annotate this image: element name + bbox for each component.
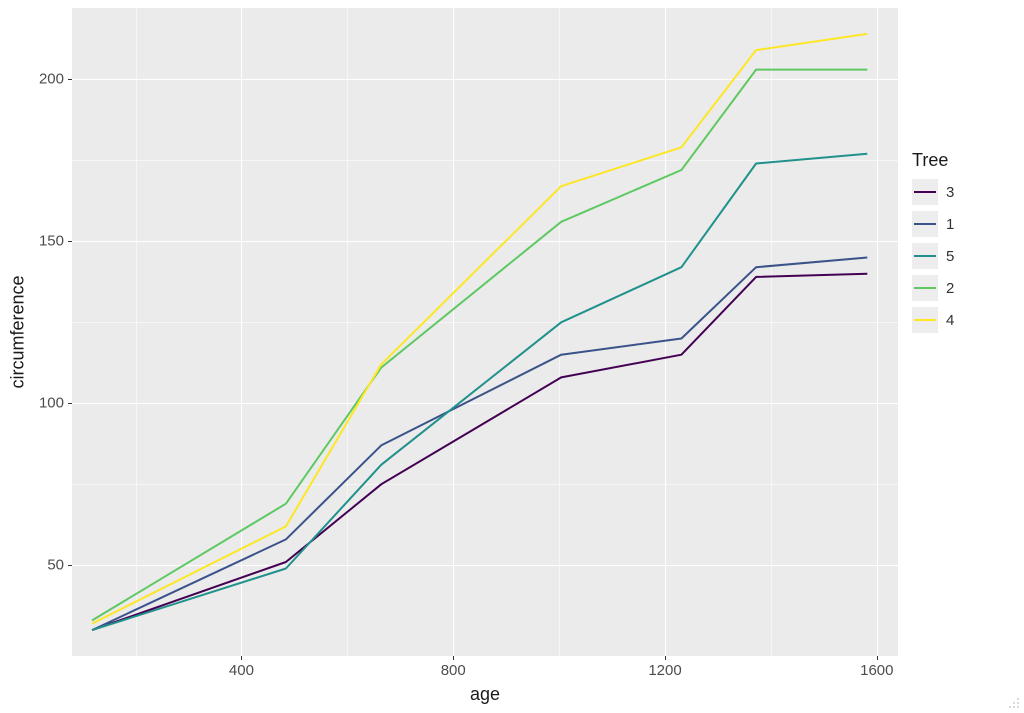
- y-tick-mark: [68, 565, 72, 566]
- y-tick-label: 50: [32, 557, 64, 574]
- legend-item: 2: [912, 275, 954, 301]
- legend-label: 2: [946, 280, 954, 297]
- legend-label: 5: [946, 248, 954, 265]
- y-tick-label: 150: [32, 233, 64, 250]
- x-tick-label: 800: [441, 662, 466, 679]
- x-axis-title: age: [470, 684, 500, 705]
- legend-title: Tree: [912, 150, 954, 171]
- legend-item: 3: [912, 179, 954, 205]
- series-line-5: [92, 154, 867, 630]
- x-tick-label: 1600: [860, 662, 893, 679]
- x-tick-mark: [453, 656, 454, 660]
- legend-item: 1: [912, 211, 954, 237]
- legend: Tree 3 1 5 2 4: [912, 150, 954, 339]
- series-line-2: [92, 70, 867, 621]
- legend-key: [912, 307, 938, 333]
- legend-label: 4: [946, 312, 954, 329]
- y-axis-title: circumference: [8, 275, 29, 388]
- legend-swatch-line: [914, 255, 936, 257]
- legend-swatch-line: [914, 223, 936, 225]
- x-tick-label: 1200: [648, 662, 681, 679]
- legend-label: 3: [946, 184, 954, 201]
- y-tick-mark: [68, 79, 72, 80]
- legend-swatch-line: [914, 319, 936, 321]
- series-line-4: [92, 34, 867, 624]
- legend-label: 1: [946, 216, 954, 233]
- x-tick-mark: [665, 656, 666, 660]
- chart-figure: circumference age Tree 3 1 5 2 4 400 800 1200 1…: [0, 0, 1024, 713]
- legend-item: 5: [912, 243, 954, 269]
- legend-key: [912, 211, 938, 237]
- y-tick-mark: [68, 403, 72, 404]
- line-series-layer: [72, 8, 898, 656]
- series-line-1: [92, 258, 867, 631]
- legend-item: 4: [912, 307, 954, 333]
- legend-key: [912, 275, 938, 301]
- y-tick-mark: [68, 241, 72, 242]
- x-tick-label: 400: [229, 662, 254, 679]
- x-tick-mark: [877, 656, 878, 660]
- legend-key: [912, 243, 938, 269]
- y-tick-label: 200: [32, 71, 64, 88]
- legend-swatch-line: [914, 287, 936, 289]
- x-tick-mark: [241, 656, 242, 660]
- y-tick-label: 100: [32, 395, 64, 412]
- resize-grip-icon: [1006, 695, 1020, 709]
- legend-swatch-line: [914, 191, 936, 193]
- legend-key: [912, 179, 938, 205]
- plot-panel: [72, 8, 898, 656]
